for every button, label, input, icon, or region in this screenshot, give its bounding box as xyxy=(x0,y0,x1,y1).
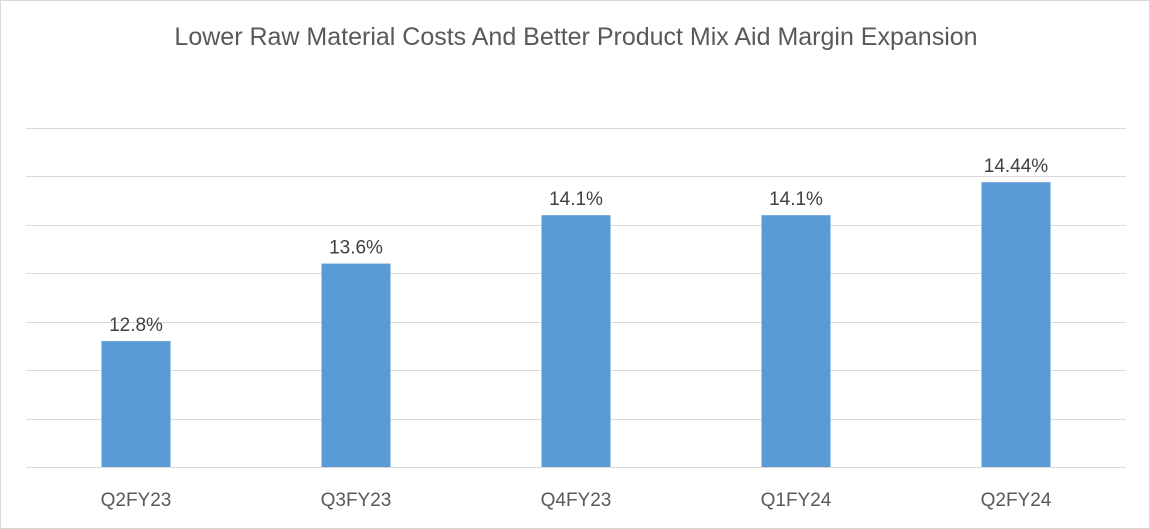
x-axis-tick-labels: Q2FY23 Q3FY23 Q4FY23 Q1FY24 Q2FY24 xyxy=(101,490,1052,511)
x-tick-q3fy23: Q3FY23 xyxy=(321,490,392,511)
x-tick-q2fy24: Q2FY24 xyxy=(981,490,1052,511)
bar-q2fy23 xyxy=(101,341,171,467)
data-label-q4fy23: 14.1% xyxy=(549,189,603,210)
chart-title: Lower Raw Material Costs And Better Prod… xyxy=(174,23,977,51)
bar-q1fy24 xyxy=(761,215,831,467)
data-label-q2fy23: 12.8% xyxy=(109,315,163,336)
data-labels: 12.8% 13.6% 14.1% 14.1% 14.44% xyxy=(109,156,1048,336)
bar-q4fy23 xyxy=(541,215,611,467)
bar-q2fy24 xyxy=(981,182,1051,467)
data-label-q2fy24: 14.44% xyxy=(984,156,1049,177)
data-label-q3fy23: 13.6% xyxy=(329,238,383,259)
x-tick-q4fy23: Q4FY23 xyxy=(541,490,612,511)
x-tick-q1fy24: Q1FY24 xyxy=(761,490,832,511)
bar-q3fy23 xyxy=(321,263,391,467)
bars xyxy=(101,182,1051,467)
x-tick-q2fy23: Q2FY23 xyxy=(101,490,172,511)
data-label-q1fy24: 14.1% xyxy=(769,189,823,210)
